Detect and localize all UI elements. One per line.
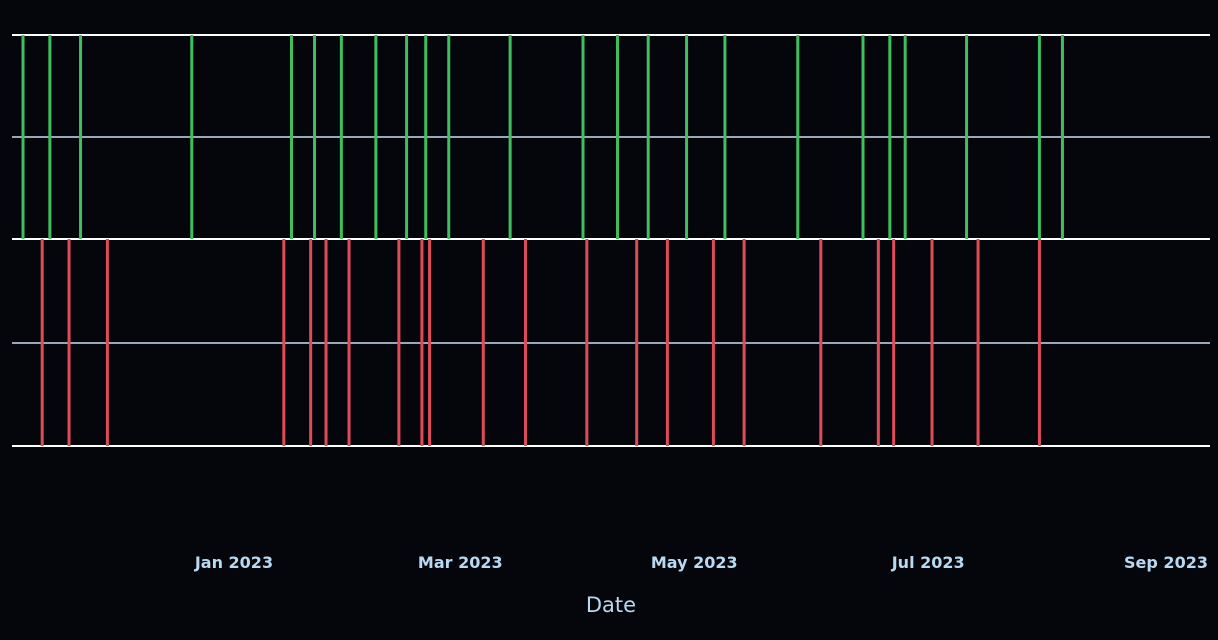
series-lower — [40, 239, 1041, 446]
x-tick-label: May 2023 — [651, 553, 738, 572]
x-tick-label: Mar 2023 — [418, 553, 503, 572]
x-axis-ticks: Jan 2023 Mar 2023 May 2023 Jul 2023 Sep 2023 — [194, 553, 1208, 572]
event-series — [21, 35, 1064, 446]
band-lines — [12, 34, 1210, 447]
x-tick-label: Sep 2023 — [1124, 553, 1208, 572]
x-tick-label: Jan 2023 — [194, 553, 273, 572]
series-upper — [21, 35, 1064, 239]
x-axis-title: Date — [586, 593, 636, 617]
x-tick-label: Jul 2023 — [891, 553, 965, 572]
